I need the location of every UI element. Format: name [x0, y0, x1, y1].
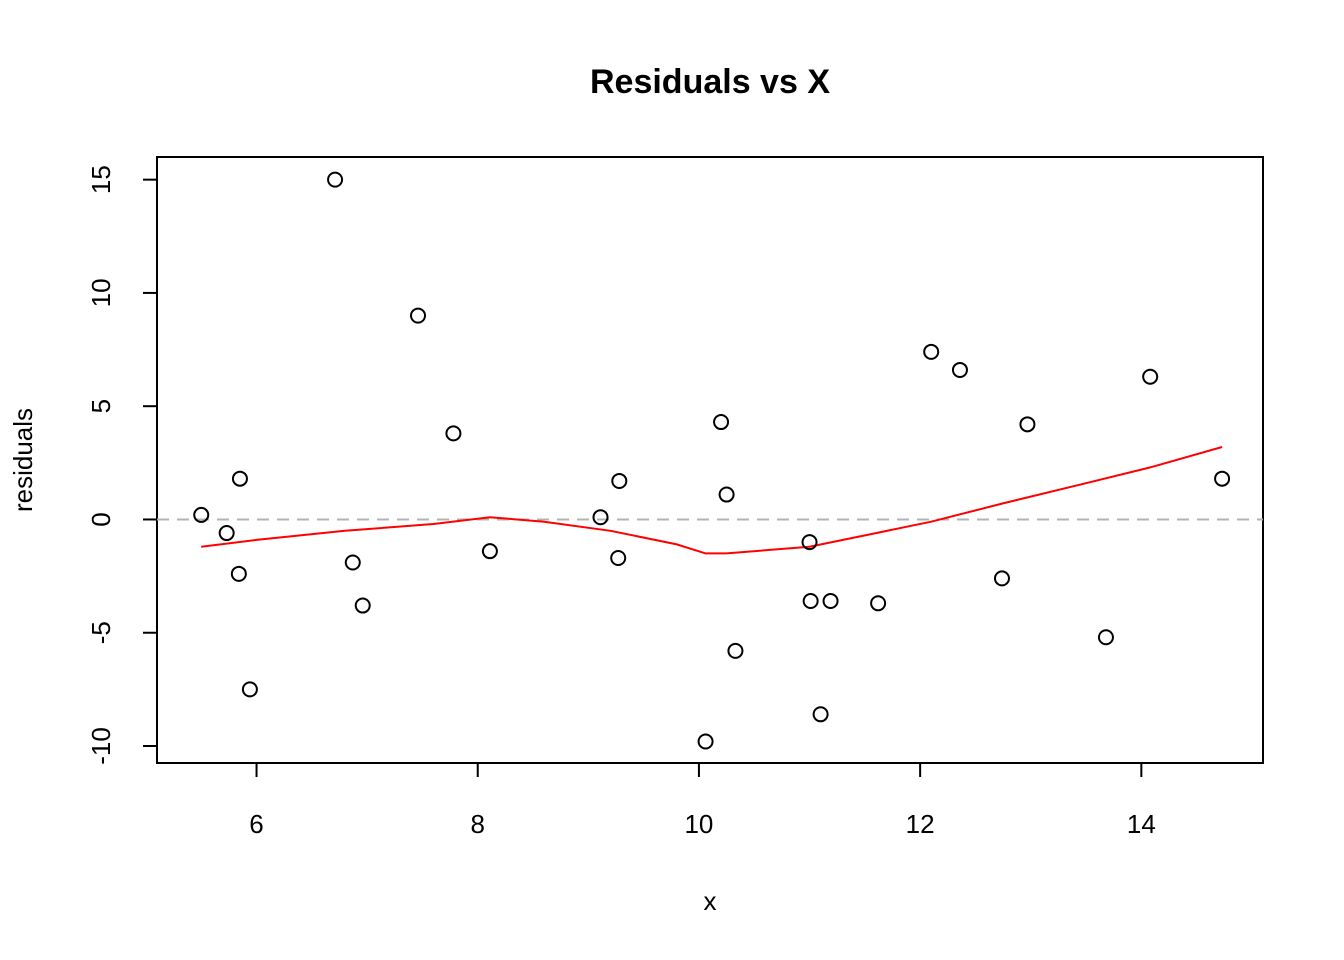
- x-tick-label: 12: [906, 809, 935, 839]
- data-point: [231, 470, 248, 487]
- data-point: [230, 565, 247, 582]
- x-tick-label: 14: [1127, 809, 1156, 839]
- data-point: [870, 595, 887, 612]
- data-point: [713, 414, 730, 431]
- x-tick-label: 8: [471, 809, 485, 839]
- data-point: [801, 534, 818, 551]
- data-point: [812, 706, 829, 723]
- x-tick-label: 10: [684, 809, 713, 839]
- data-point: [344, 554, 361, 571]
- y-tick-label: 0: [86, 512, 116, 526]
- data-point: [718, 486, 735, 503]
- data-point: [592, 509, 609, 526]
- data-point: [327, 171, 344, 188]
- data-point: [923, 343, 940, 360]
- x-axis-label: x: [704, 886, 717, 916]
- data-point: [218, 525, 235, 542]
- x-tick-label: 6: [249, 809, 263, 839]
- x-axis: 6 8 10 12 14: [249, 762, 1156, 839]
- data-point: [993, 570, 1010, 587]
- data-point: [193, 506, 210, 523]
- data-point: [610, 549, 627, 566]
- points-layer: [193, 171, 1231, 750]
- data-point: [822, 593, 839, 610]
- smooth-trend-line: [201, 446, 1223, 555]
- y-tick-label: -5: [86, 621, 116, 644]
- data-point: [1097, 629, 1114, 646]
- y-axis: -10 -5 0 5 10 15: [86, 165, 158, 765]
- smooth-line-layer: [201, 446, 1223, 555]
- data-point: [354, 597, 371, 614]
- y-tick-label: 15: [86, 165, 116, 194]
- data-point: [1142, 368, 1159, 385]
- y-tick-label: -10: [86, 727, 116, 765]
- data-point: [611, 472, 628, 489]
- data-point: [410, 307, 427, 324]
- data-point: [951, 361, 968, 378]
- y-tick-label: 5: [86, 399, 116, 413]
- chart-title: Residuals vs X: [590, 63, 830, 101]
- data-point: [1214, 470, 1231, 487]
- data-point: [697, 733, 714, 750]
- y-axis-label: residuals: [8, 408, 38, 512]
- data-point: [481, 543, 498, 560]
- data-point: [241, 681, 258, 698]
- plot-frame: [156, 156, 1264, 764]
- data-point: [802, 593, 819, 610]
- data-point: [445, 425, 462, 442]
- y-tick-label: 10: [86, 278, 116, 307]
- data-point: [1019, 416, 1036, 433]
- data-point: [727, 642, 744, 659]
